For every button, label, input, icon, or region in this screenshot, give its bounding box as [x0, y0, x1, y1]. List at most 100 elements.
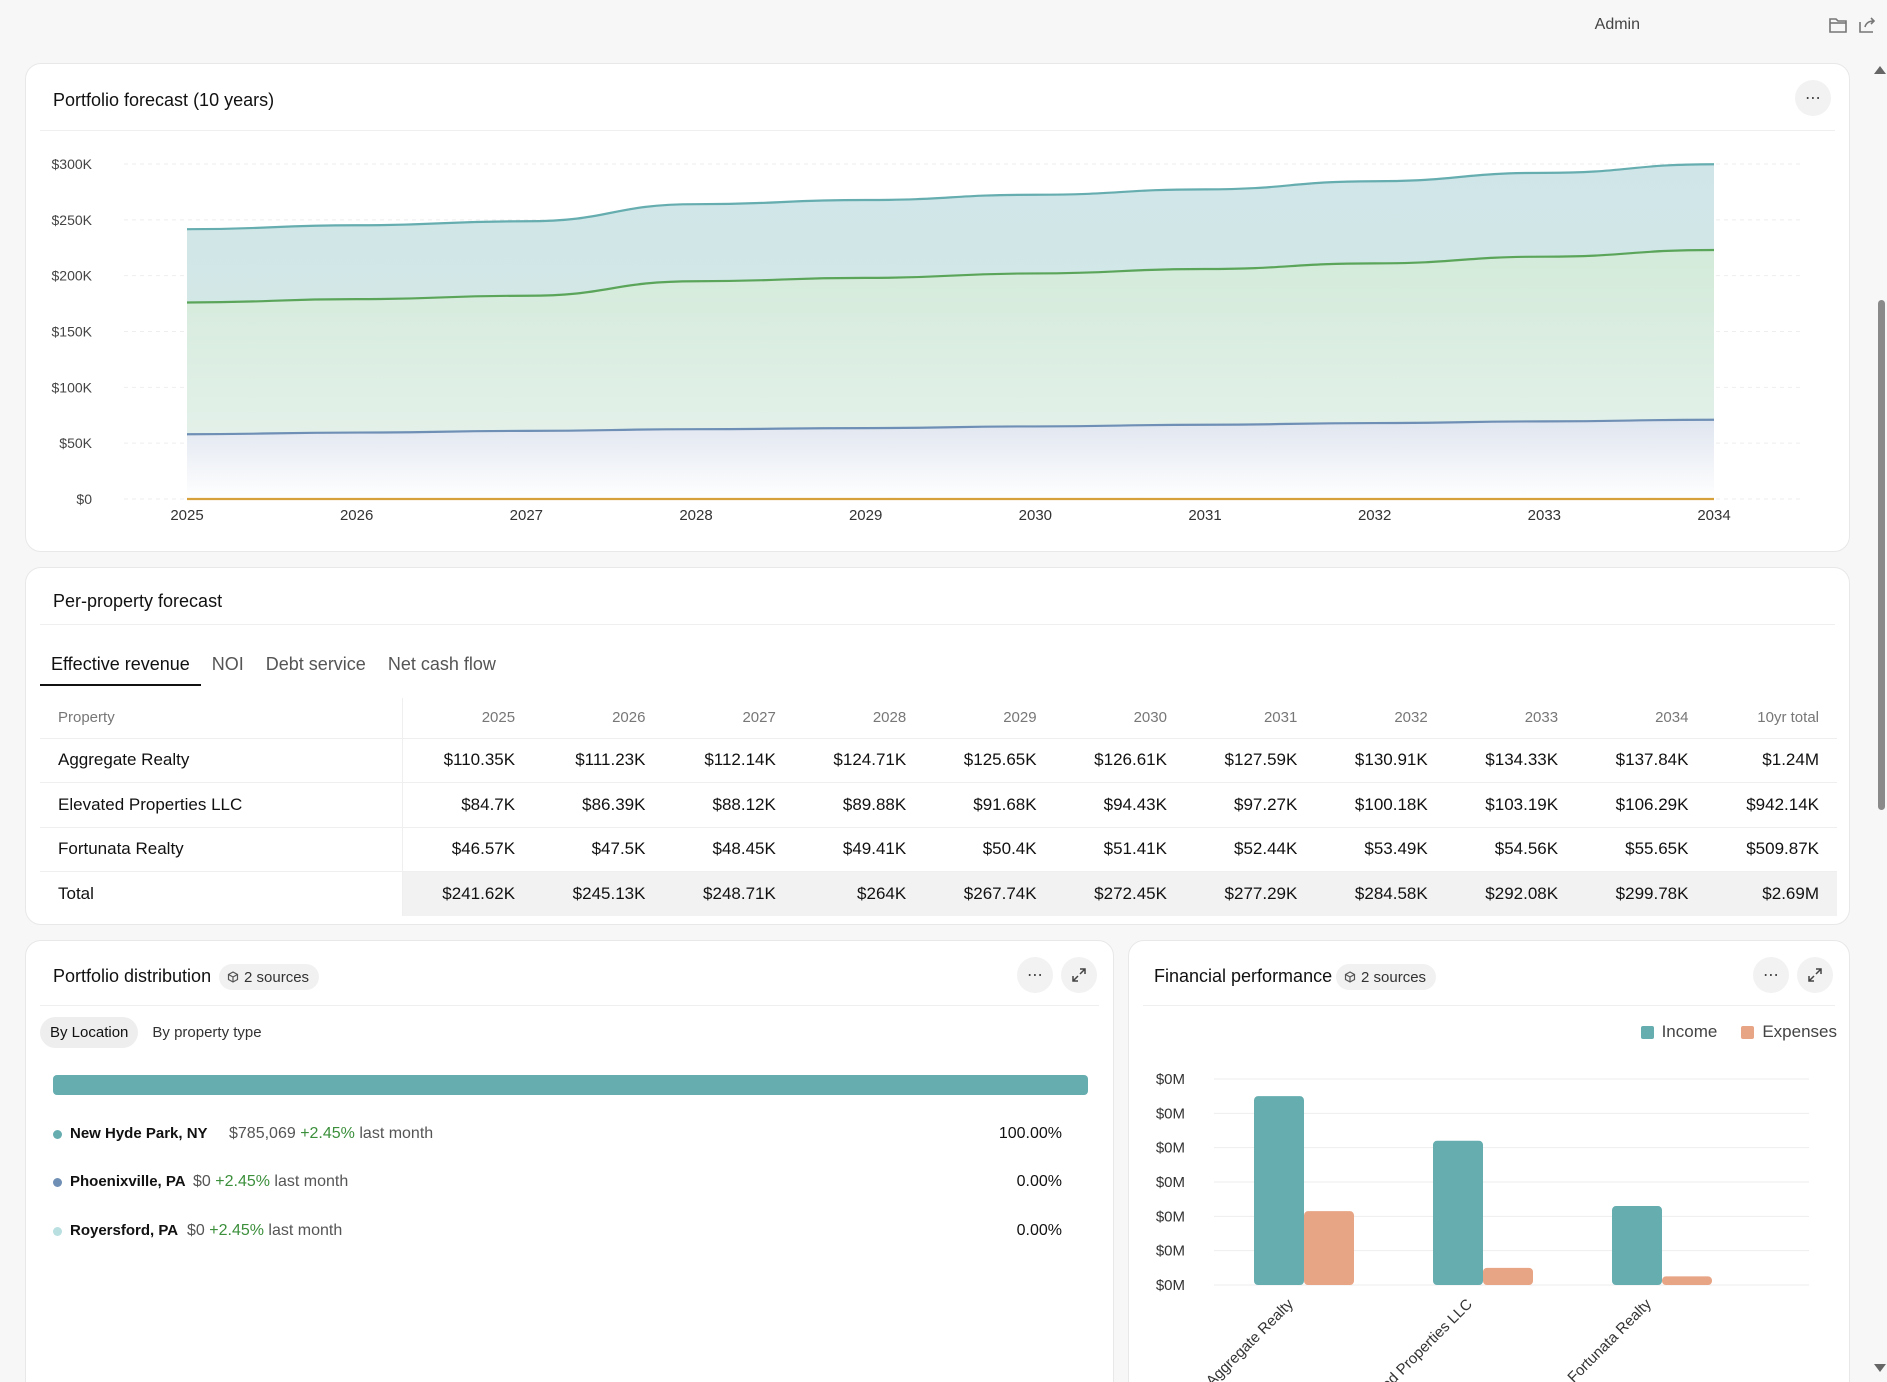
value-cell: $51.41K: [1054, 826, 1185, 872]
column-header[interactable]: 2032: [1394, 709, 1428, 727]
value-cell: $137.84K: [1576, 737, 1707, 783]
scroll-up-arrow-icon[interactable]: [1874, 66, 1886, 74]
series-area: [187, 419, 1714, 499]
bar-expenses[interactable]: [1304, 1211, 1354, 1285]
legend-swatch: [1640, 1025, 1654, 1039]
value-cell: $100.18K: [1315, 782, 1446, 827]
y-tick-label: $100K: [52, 379, 93, 395]
bar-expenses[interactable]: [1662, 1276, 1712, 1285]
bar-income[interactable]: [1433, 1140, 1483, 1285]
column-header[interactable]: 2028: [872, 709, 907, 727]
expand-button[interactable]: [1061, 957, 1097, 993]
x-tick-label: 2026: [340, 507, 373, 524]
more-options-button[interactable]: ⋯: [1795, 80, 1831, 116]
value-cell: $112.14K: [663, 737, 794, 783]
legend-swatch: [1741, 1025, 1755, 1039]
cube-icon: [227, 971, 239, 983]
location-list-item[interactable]: New Hyde Park, NY $785,069 +2.45% last mo…: [53, 1124, 1088, 1146]
location-dot-icon: [53, 1130, 62, 1139]
value-cell: $127.59K: [1184, 737, 1316, 783]
location-percent: 100.00%: [998, 1125, 1062, 1142]
y-tick-label: $0M: [1156, 1208, 1185, 1225]
scroll-down-arrow-icon[interactable]: [1874, 1364, 1886, 1372]
sources-badge[interactable]: 2 sources: [219, 964, 320, 990]
folder-icon[interactable]: [1828, 16, 1848, 34]
legend-item-expenses[interactable]: Expenses: [1741, 1022, 1837, 1042]
table-row[interactable]: Elevated Properties LLC $84.7K $86.39K $88.…: [40, 782, 1837, 827]
location-change-suffix: last month: [274, 1173, 349, 1190]
tab-by-location[interactable]: By Location: [40, 1017, 139, 1048]
value-cell: $47.5K: [533, 826, 664, 872]
more-options-button[interactable]: ⋯: [1753, 957, 1789, 993]
location-change-suffix: last month: [359, 1125, 434, 1142]
value-cell: $267.74K: [924, 871, 1055, 916]
sources-badge[interactable]: 2 sources: [1336, 964, 1437, 990]
location-dot-icon: [53, 1178, 62, 1187]
property-name-cell: Aggregate Realty: [40, 737, 403, 783]
bar-income[interactable]: [1612, 1206, 1662, 1285]
column-header[interactable]: 2026: [612, 709, 646, 727]
column-header[interactable]: 2027: [742, 709, 776, 727]
table-total-row[interactable]: Total $241.62K $245.13K $248.71K $264K $267.7…: [40, 871, 1837, 916]
property-name-cell: Total: [40, 871, 403, 916]
metric-tabs: Effective revenue NOI Debt service Net c…: [40, 646, 507, 686]
y-tick-label: $150K: [52, 324, 93, 340]
cube-icon: [1344, 971, 1356, 983]
tab-by-property-type[interactable]: By property type: [152, 1024, 262, 1041]
share-icon[interactable]: [1857, 16, 1877, 34]
location-list-item[interactable]: Royersford, PA $0 +2.45% last month 0.00%: [53, 1221, 1088, 1243]
more-options-button[interactable]: ⋯: [1017, 957, 1053, 993]
portfolio-distribution-card: Portfolio distribution 2 sources ⋯ By Lo…: [25, 940, 1114, 1382]
column-header[interactable]: 2034: [1655, 709, 1689, 727]
expand-button[interactable]: [1797, 957, 1833, 993]
user-name[interactable]: Admin: [1594, 16, 1640, 33]
column-header[interactable]: 2030: [1133, 709, 1167, 727]
column-header[interactable]: 2031: [1263, 709, 1298, 727]
column-header[interactable]: 2025: [481, 709, 516, 727]
tab-net-cash-flow[interactable]: Net cash flow: [387, 654, 496, 674]
value-cell: $2.69M: [1706, 871, 1837, 916]
value-cell: $88.12K: [663, 782, 794, 827]
ellipsis-icon: ⋯: [1027, 967, 1043, 984]
scrollbar-thumb[interactable]: [1878, 300, 1885, 810]
bar-income[interactable]: [1254, 1096, 1304, 1285]
tab-effective-revenue[interactable]: Effective revenue: [40, 646, 201, 686]
y-tick-label: $0M: [1156, 1174, 1185, 1191]
value-cell: $54.56K: [1445, 826, 1577, 872]
distribution-tabs: By Location By property type: [40, 1017, 272, 1048]
table-row[interactable]: Aggregate Realty $110.35K $111.23K $112.14K…: [40, 737, 1837, 783]
tab-debt-service[interactable]: Debt service: [265, 654, 366, 674]
value-cell: $264K: [793, 871, 925, 916]
series-line[interactable]: [186, 248, 1715, 304]
column-header[interactable]: 10yr total: [1757, 709, 1819, 727]
value-cell: $130.91K: [1315, 737, 1446, 783]
table-row[interactable]: Fortunata Realty $46.57K $47.5K $48.45K $49.…: [40, 826, 1837, 872]
y-tick-label: $200K: [52, 268, 93, 284]
y-tick-label: $0: [76, 491, 92, 507]
y-tick-label: $0M: [1156, 1105, 1185, 1122]
value-cell: $134.33K: [1445, 737, 1577, 783]
column-header[interactable]: 2033: [1524, 709, 1559, 727]
per-property-forecast-card: Per-property forecast Effective revenue …: [25, 567, 1850, 925]
divider: [1143, 1005, 1835, 1006]
location-list-item[interactable]: Phoenixville, PA $0 +2.45% last month 0.00…: [53, 1172, 1088, 1194]
tab-noi[interactable]: NOI: [211, 654, 244, 674]
series-line[interactable]: [186, 163, 1715, 231]
value-cell: $248.71K: [663, 871, 794, 916]
property-name-cell: Elevated Properties LLC: [40, 782, 403, 827]
series-line[interactable]: [186, 418, 1715, 436]
column-header[interactable]: Property: [40, 698, 403, 738]
value-cell: $292.08K: [1445, 871, 1577, 916]
value-cell: $1.24M: [1706, 737, 1837, 783]
expand-icon: [1808, 968, 1822, 982]
legend-item-income[interactable]: Income: [1640, 1022, 1717, 1042]
column-header[interactable]: 2029: [1003, 709, 1037, 727]
x-tick-label: 2030: [1019, 507, 1052, 524]
card-title: Per-property forecast: [53, 591, 223, 611]
value-cell: $126.61K: [1054, 737, 1185, 783]
x-tick-label: 2028: [679, 507, 712, 524]
portfolio-forecast-card: Portfolio forecast (10 years) ⋯ $0 $50K $1…: [25, 63, 1850, 552]
y-tick-label: $0M: [1156, 1071, 1185, 1088]
financial-bar-chart: $0M $0M $0M $0M $0M $0M $0M Aggregate Realty Ele…: [1156, 1071, 1809, 1382]
bar-expenses[interactable]: [1483, 1267, 1533, 1285]
